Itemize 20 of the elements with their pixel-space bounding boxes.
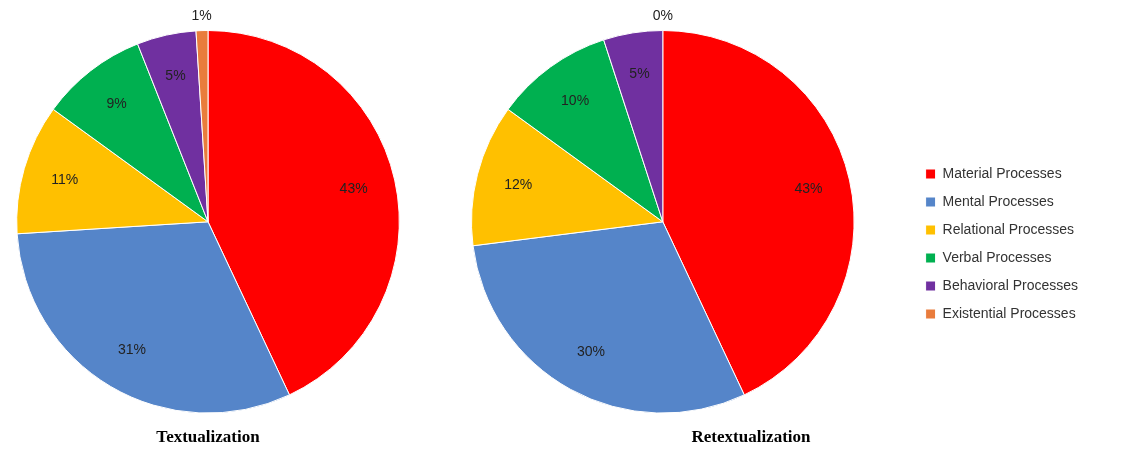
- legend-label: Mental Processes: [942, 192, 1054, 209]
- data-label: 31%: [118, 341, 147, 358]
- legend-label: Material Processes: [942, 164, 1062, 181]
- text: Textualization: [156, 427, 261, 447]
- legend-label: Verbal Processes: [942, 248, 1052, 265]
- legend-label: Behavioral Processes: [942, 276, 1079, 293]
- data-label: 11%: [51, 171, 79, 188]
- data-label: 1%: [191, 7, 212, 24]
- data-label: 43%: [339, 180, 368, 197]
- data-label: 12%: [504, 175, 533, 192]
- data-label: 43%: [794, 180, 823, 197]
- text: 0%: [652, 7, 673, 24]
- text: Retextualization: [691, 427, 812, 447]
- legend-label: Relational Processes: [942, 220, 1075, 237]
- data-label: 10%: [561, 91, 590, 108]
- data-label: 5%: [165, 67, 186, 84]
- data-label: 30%: [576, 343, 605, 360]
- data-label: 5%: [629, 65, 650, 82]
- legend-label: Existential Processes: [942, 304, 1076, 321]
- data-label: 9%: [106, 94, 127, 111]
